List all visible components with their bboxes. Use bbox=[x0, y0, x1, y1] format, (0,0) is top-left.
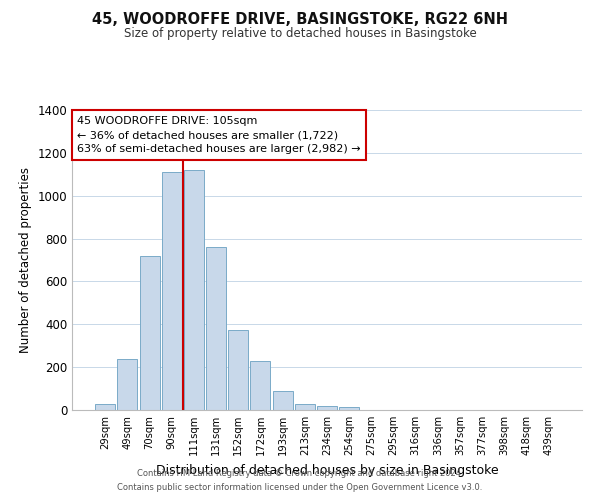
Bar bbox=[272, 390, 293, 410]
X-axis label: Distribution of detached houses by size in Basingstoke: Distribution of detached houses by size … bbox=[155, 464, 499, 476]
Bar bbox=[118, 358, 137, 410]
Bar bbox=[162, 172, 182, 410]
Bar bbox=[317, 406, 337, 410]
Bar bbox=[339, 407, 359, 410]
Text: 45 WOODROFFE DRIVE: 105sqm
← 36% of detached houses are smaller (1,722)
63% of s: 45 WOODROFFE DRIVE: 105sqm ← 36% of deta… bbox=[77, 116, 361, 154]
Text: Contains HM Land Registry data © Crown copyright and database right 2024.: Contains HM Land Registry data © Crown c… bbox=[137, 468, 463, 477]
Bar bbox=[206, 247, 226, 410]
Bar bbox=[140, 256, 160, 410]
Bar bbox=[95, 404, 115, 410]
Bar bbox=[295, 404, 315, 410]
Y-axis label: Number of detached properties: Number of detached properties bbox=[19, 167, 32, 353]
Bar bbox=[228, 330, 248, 410]
Text: Contains public sector information licensed under the Open Government Licence v3: Contains public sector information licen… bbox=[118, 484, 482, 492]
Text: 45, WOODROFFE DRIVE, BASINGSTOKE, RG22 6NH: 45, WOODROFFE DRIVE, BASINGSTOKE, RG22 6… bbox=[92, 12, 508, 28]
Text: Size of property relative to detached houses in Basingstoke: Size of property relative to detached ho… bbox=[124, 28, 476, 40]
Bar bbox=[184, 170, 204, 410]
Bar bbox=[250, 360, 271, 410]
